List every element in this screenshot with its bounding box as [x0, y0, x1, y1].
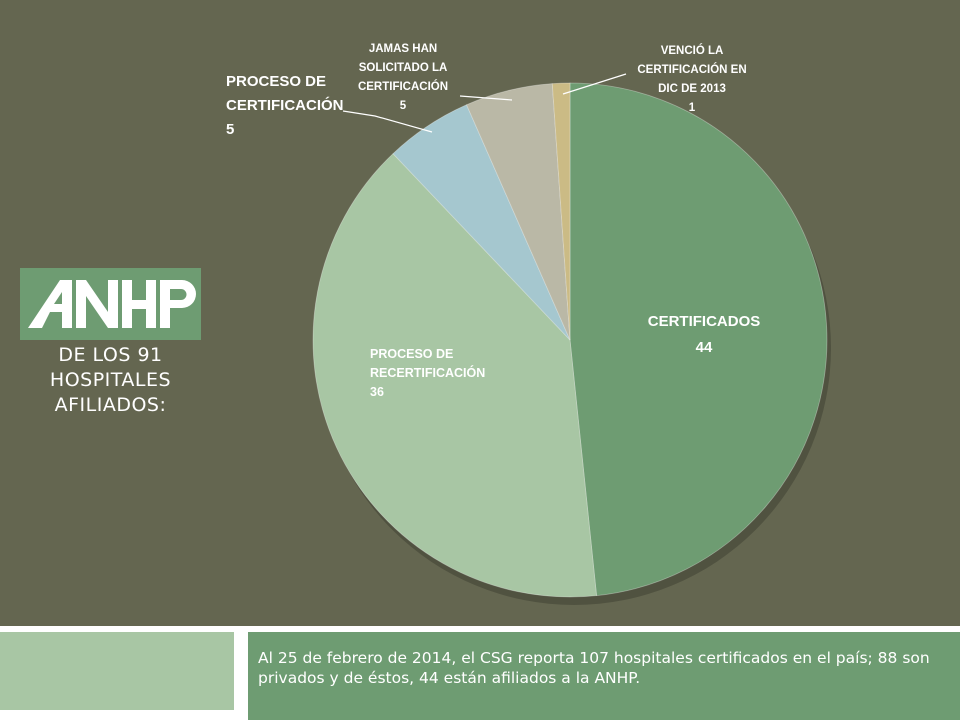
slice-label-vencio-line-2: CERTIFICACIÓN EN [637, 63, 746, 76]
anhp-logo [20, 268, 201, 340]
pie-slice-certificados [569, 82, 828, 597]
slice-label-jamas-line-2: SOLICITADO LA [359, 62, 448, 74]
slice-label-recertificacion-line-2: RECERTIFICACIÓN [370, 365, 485, 380]
slice-label-vencio-line-1: VENCIÓ LA [661, 44, 724, 57]
slice-label-certificacion-line-2: CERTIFICACIÓN [226, 96, 344, 114]
slice-label-certificados-line-2: 44 [696, 339, 713, 356]
slice-label-certificados: CERTIFICADOS 44 [648, 313, 761, 356]
leader-certificacion [342, 110, 433, 133]
footer-left-block [0, 632, 234, 710]
pie-slice-vencio [551, 82, 571, 341]
slice-label-vencio: VENCIÓ LA CERTIFICACIÓN EN DIC DE 2013 1 [637, 44, 746, 114]
leader-jamas [459, 95, 513, 101]
slice-label-jamas-line-4: 5 [400, 100, 407, 112]
pie-slice-recertificacion [312, 153, 598, 598]
pie-chart: CERTIFICADOS 44 PROCESO DE RECERTIFICACIÓN 3… [226, 43, 831, 605]
slice-label-certificacion-line-3: 5 [226, 121, 234, 138]
slice-label-certificacion-line-1: PROCESO DE [226, 73, 326, 90]
leader-vencio [562, 73, 627, 95]
pie-slice-certificacion [392, 104, 571, 341]
slice-label-vencio-line-4: 1 [689, 102, 696, 114]
slice-label-recertificacion: PROCESO DE RECERTIFICACIÓN 36 [370, 347, 485, 399]
pie-labels: CERTIFICADOS 44 PROCESO DE RECERTIFICACIÓN 3… [226, 43, 760, 399]
slice-label-certificados-line-1: CERTIFICADOS [648, 313, 761, 330]
slice-label-jamas: JAMAS HAN SOLICITADO LA CERTIFICACIÓN 5 [358, 43, 448, 112]
pie-slices [312, 82, 828, 598]
slice-label-recertificacion-line-3: 36 [370, 385, 384, 399]
caption-line-3: AFILIADOS: [54, 394, 167, 416]
caption-line-1: DE LOS 91 [58, 344, 163, 366]
slice-label-certificacion: PROCESO DE CERTIFICACIÓN 5 [226, 73, 344, 138]
pie-leader-lines [342, 73, 627, 133]
slice-label-recertificacion-line-1: PROCESO DE [370, 347, 453, 361]
footer-text: Al 25 de febrero de 2014, el CSG reporta… [258, 649, 930, 687]
affiliated-hospitals-caption: DE LOS 91 HOSPITALES AFILIADOS: [20, 343, 201, 418]
anhp-logo-mark [28, 280, 196, 328]
footer-right-block [248, 632, 960, 720]
slice-label-jamas-line-3: CERTIFICACIÓN [358, 80, 448, 93]
pie-slice-jamas [466, 83, 571, 341]
caption-line-2: HOSPITALES [49, 369, 172, 391]
slice-label-jamas-line-1: JAMAS HAN [369, 43, 437, 55]
slice-label-vencio-line-3: DIC DE 2013 [658, 83, 726, 95]
